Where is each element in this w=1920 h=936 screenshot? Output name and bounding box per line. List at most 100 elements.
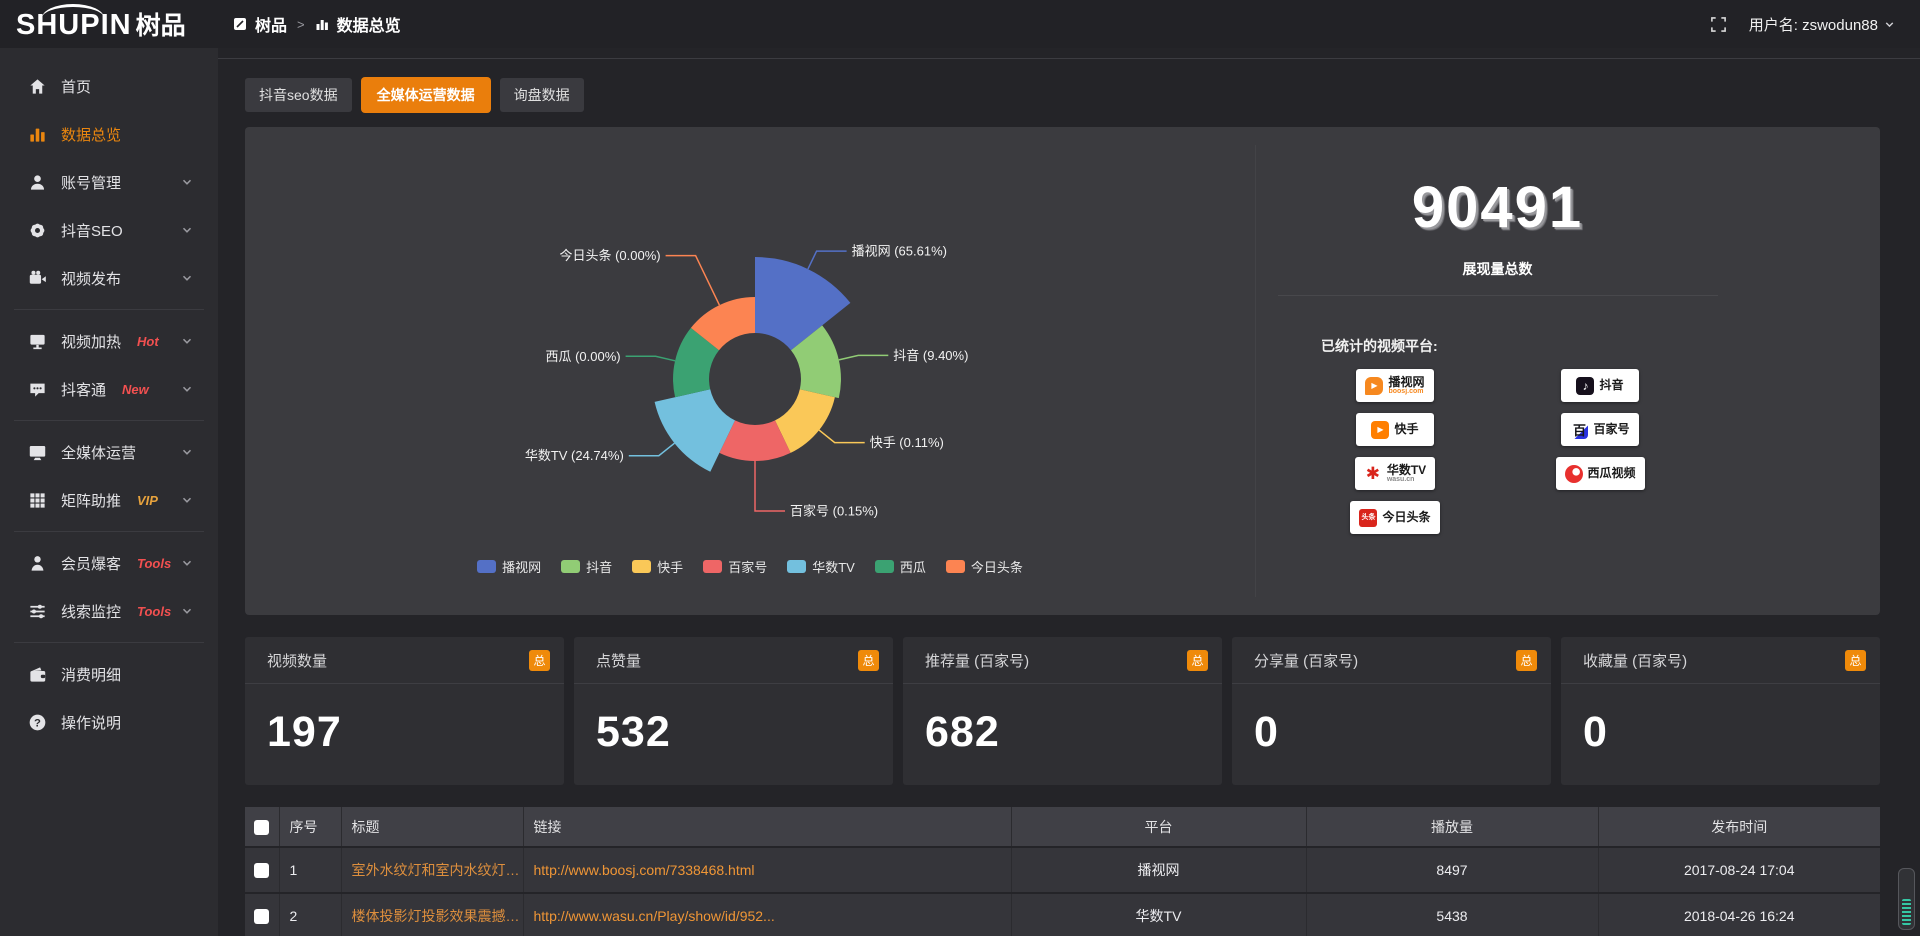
- sidebar-item-video-publish[interactable]: 视频发布: [0, 254, 218, 302]
- toutiao-logo-icon: 头条: [1359, 508, 1378, 527]
- sidebar-item-label: 消费明细: [61, 666, 122, 684]
- sidebar-item-expense-wallet[interactable]: 消费明细: [0, 650, 218, 698]
- legend-item-2[interactable]: 快手: [632, 557, 683, 576]
- rose-chart-svg: 播视网 (65.61%) 抖音 (9.40%) 快手 (0.11%) 百家号 (0.1…: [525, 244, 969, 519]
- sidebar-item-badge: Tools: [137, 555, 172, 571]
- breadcrumb-item-home[interactable]: 树品: [255, 18, 288, 35]
- legend-item-0[interactable]: 播视网: [477, 557, 541, 576]
- tab-2[interactable]: 询盘数据: [499, 78, 584, 112]
- tab-1[interactable]: 全媒体运营数据: [360, 77, 491, 113]
- legend-item-6[interactable]: 今日头条: [945, 557, 1023, 576]
- stat-cards: 视频数量总 197 点赞量总 532 推荐量 (百家号) 总 682 分享量 (百家号) 总 0 收…: [245, 637, 1880, 785]
- chevron-down-icon: [180, 556, 194, 570]
- heat-monitor-icon: [28, 332, 47, 351]
- video-publish-icon: [28, 269, 47, 288]
- pie-slice-1[interactable]: [791, 325, 841, 399]
- platform-logo-column-1: ♪ 抖音百百家号 西瓜视频: [1555, 369, 1645, 534]
- pie-label-2: 快手 (0.11%): [870, 435, 944, 450]
- user-menu[interactable]: 用户名: zswodun88: [1749, 14, 1896, 35]
- platforms-title: 已统计的视频平台:: [1321, 338, 1438, 354]
- platform-logo-douyin: ♪ 抖音: [1561, 369, 1639, 402]
- platform-logo-toutiao: 头条 今日头条: [1350, 501, 1440, 534]
- sidebar-item-label: 抖客通: [61, 381, 107, 399]
- row-checkbox-cell: [245, 847, 279, 893]
- sidebar-item-heat-monitor[interactable]: 视频加热 Hot: [0, 317, 218, 365]
- pie-label-6: 今日头条 (0.00%): [559, 248, 660, 263]
- cell-title[interactable]: 楼体投影灯投影效果震撼上市: [340, 893, 523, 936]
- sidebar-item-account-user[interactable]: 账号管理: [0, 158, 218, 206]
- platform-logo-xigua: 西瓜视频: [1555, 457, 1645, 490]
- pie-slice-4[interactable]: [654, 389, 735, 472]
- row-checkbox[interactable]: [254, 863, 270, 879]
- stat-card-title: 视频数量: [267, 652, 328, 670]
- sidebar-item-badge: Hot: [137, 333, 159, 349]
- chevron-down-icon: [180, 604, 194, 618]
- stat-card-3: 分享量 (百家号) 总 0: [1232, 637, 1551, 785]
- sidebar-item-help-question[interactable]: ? 操作说明: [0, 698, 218, 746]
- breadcrumb-item-current[interactable]: 数据总览: [336, 18, 401, 35]
- pie-slice-2[interactable]: [775, 389, 835, 453]
- sidebar-item-label: 视频加热: [61, 333, 122, 351]
- platform-logo-text: 西瓜视频: [1588, 467, 1636, 480]
- app-square-icon: [233, 17, 247, 31]
- username-label: 用户名: zswodun88: [1748, 16, 1878, 34]
- sidebar-item-home[interactable]: 首页: [0, 62, 218, 110]
- sidebar-item-label: 抖音SEO: [61, 222, 123, 240]
- overview-panel: 播视网 (65.61%) 抖音 (9.40%) 快手 (0.11%) 百家号 (0.1…: [245, 127, 1880, 615]
- cell-title[interactable]: 室外水纹灯和室内水纹灯的区别和简介: [340, 847, 523, 893]
- floating-scroll-widget[interactable]: [1898, 868, 1915, 930]
- chevron-down-icon: [180, 445, 194, 459]
- data-chart-icon: [28, 125, 47, 144]
- stat-card-header: 点赞量 总: [574, 637, 893, 684]
- platform-logo-kuaishou: ▶ 快手: [1355, 413, 1434, 446]
- sidebar-divider: [14, 642, 204, 643]
- stat-card-0: 视频数量 总 197: [245, 637, 564, 785]
- sidebar-item-label: 视频发布: [61, 270, 122, 288]
- cell-link[interactable]: http://www.boosj.com/7338468.html: [522, 847, 1011, 893]
- legend-item-5[interactable]: 西瓜: [874, 557, 926, 576]
- legend-swatch: [632, 560, 652, 573]
- seo-gear-icon: [28, 221, 47, 240]
- sidebar-item-seo-gear[interactable]: 抖音SEO: [0, 206, 218, 254]
- platform-share-chart[interactable]: 播视网 (65.61%) 抖音 (9.40%) 快手 (0.11%) 百家号 (0.1…: [245, 131, 1255, 551]
- sidebar-item-clue-sliders[interactable]: 线索监控 Tools: [0, 587, 218, 635]
- content-divider: [218, 58, 1920, 59]
- column-header-2: 链接: [522, 807, 1011, 847]
- stat-card-value: 682: [925, 708, 1000, 756]
- sidebar-item-chat-bubble[interactable]: 抖客通 New: [0, 365, 218, 413]
- platform-name: 播视网: [1388, 374, 1425, 389]
- pie-slice-3[interactable]: [719, 420, 791, 462]
- column-header-3: 平台: [1010, 807, 1306, 847]
- pie-slice-6[interactable]: [690, 297, 755, 351]
- platform-logo-wasu: ✱ 华数TV wasu.cn: [1354, 457, 1436, 490]
- kuaishou-logo-icon: ▶: [1371, 420, 1390, 439]
- legend-swatch: [477, 560, 497, 573]
- expense-wallet-icon: [28, 665, 47, 684]
- legend-item-3[interactable]: 百家号: [703, 557, 767, 576]
- sidebar-item-media-screen[interactable]: 全媒体运营: [0, 428, 218, 476]
- cell-time: 2018-04-26 16:24: [1597, 893, 1880, 936]
- label-line-2: [818, 429, 865, 444]
- pie-slice-5[interactable]: [673, 327, 719, 398]
- select-all-checkbox[interactable]: [254, 819, 270, 835]
- cell-link[interactable]: http://www.wasu.cn/Play/show/id/952...: [522, 893, 1011, 936]
- sidebar-item-member-person[interactable]: 会员爆客 Tools: [0, 539, 218, 587]
- sidebar-item-label: 首页: [61, 78, 92, 96]
- legend-item-4[interactable]: 华数TV: [787, 557, 855, 576]
- row-checkbox[interactable]: [254, 909, 270, 925]
- sidebar-item-data-chart[interactable]: 数据总览: [0, 110, 218, 158]
- baijiahao-logo-icon: 百: [1570, 420, 1589, 439]
- fullscreen-icon[interactable]: [1710, 16, 1727, 33]
- label-line-4: [628, 442, 675, 457]
- legend-label: 播视网: [502, 560, 542, 575]
- sidebar-item-matrix-grid[interactable]: 矩阵助推 VIP: [0, 476, 218, 524]
- column-header-1: 标题: [340, 807, 523, 847]
- video-table-wrap: 序号标题链接平台播放量发布时间1室外水纹灯和室内水纹灯的区别和简介http://…: [245, 807, 1880, 936]
- tab-0[interactable]: 抖音seo数据: [245, 78, 352, 112]
- legend-item-1[interactable]: 抖音: [561, 557, 612, 576]
- cell-time: 2017-08-24 17:04: [1597, 847, 1880, 893]
- legend-label: 西瓜: [899, 560, 926, 575]
- pie-slice-0[interactable]: [755, 257, 851, 351]
- stat-card-header: 分享量 (百家号) 总: [1232, 637, 1551, 684]
- stat-card-title: 收藏量 (百家号): [1583, 652, 1688, 670]
